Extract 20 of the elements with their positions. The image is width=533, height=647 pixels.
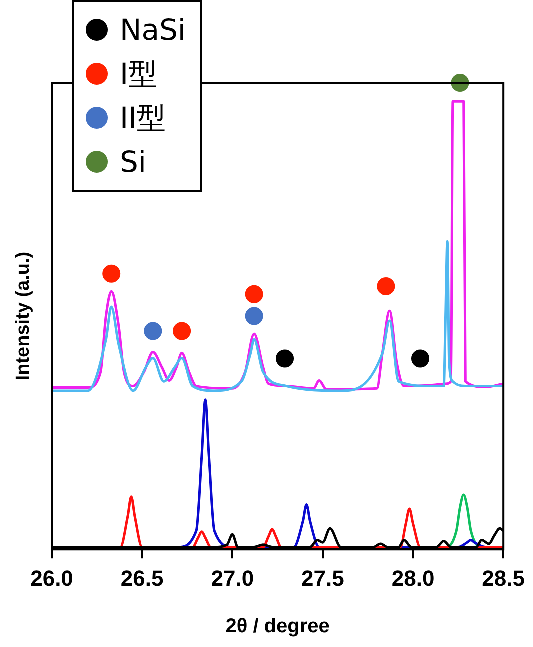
- point: [412, 350, 430, 368]
- point: [102, 264, 121, 283]
- x-tick-label: 26.0: [30, 566, 74, 591]
- point: [144, 322, 162, 340]
- x-tick-label: 27.0: [211, 566, 254, 591]
- point: [245, 307, 264, 326]
- x-axis-title: 2θ / degree: [226, 616, 330, 638]
- point: [245, 285, 264, 304]
- legend-label: II型: [120, 100, 166, 137]
- x-tick-label: 28.0: [392, 566, 435, 591]
- legend-label: Si: [120, 144, 146, 181]
- x-tick-label: 26.5: [120, 566, 164, 591]
- legend-label: I型: [120, 56, 158, 93]
- point: [173, 322, 192, 340]
- y-axis-title: Intensity (a.u.): [13, 252, 34, 381]
- x-tick-label: 27.5: [302, 566, 344, 591]
- legend-label: NaSi: [120, 12, 186, 49]
- point: [276, 350, 294, 368]
- point: [377, 277, 396, 296]
- x-tick-label: 28.5: [482, 566, 526, 591]
